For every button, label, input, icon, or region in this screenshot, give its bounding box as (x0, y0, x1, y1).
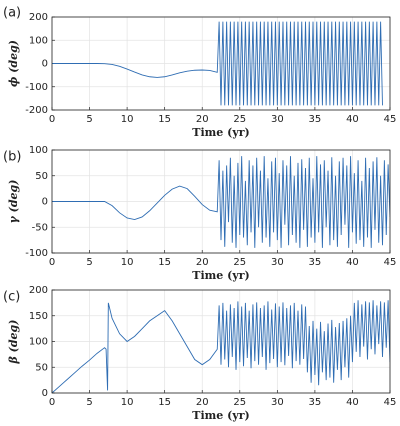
y-tick-label: 0 (42, 388, 48, 399)
x-tick-label: 25 (233, 114, 246, 125)
x-tick-label: 35 (309, 114, 322, 125)
x-tick-label: 40 (346, 114, 359, 125)
x-axis-label: Time (yr) (192, 269, 249, 282)
x-tick-label: 0 (49, 397, 55, 408)
x-tick-label: 25 (233, 397, 246, 408)
x-tick-label: 10 (121, 257, 134, 268)
x-tick-label: 20 (196, 114, 209, 125)
x-tick-label: 20 (196, 397, 209, 408)
x-tick-label: 10 (121, 397, 134, 408)
data-line (52, 156, 390, 248)
y-tick-label: 200 (29, 12, 48, 23)
x-tick-label: 45 (384, 257, 397, 268)
y-tick-label: 0 (42, 59, 48, 70)
y-tick-label: 150 (29, 311, 48, 322)
x-tick-label: 45 (384, 114, 397, 125)
x-tick-label: 40 (346, 397, 359, 408)
x-tick-label: 0 (49, 114, 55, 125)
panel-label: (a) (3, 6, 21, 21)
y-axis-label: ϕ (deg) (7, 40, 20, 87)
data-line (52, 21, 383, 106)
x-tick-label: 10 (121, 114, 134, 125)
x-tick-label: 30 (271, 114, 284, 125)
axes-box (51, 289, 391, 394)
y-tick-label: 50 (35, 171, 48, 182)
x-tick-label: 30 (271, 397, 284, 408)
axes-box (51, 149, 391, 254)
x-tick-label: 35 (309, 397, 322, 408)
panel-label: (c) (3, 290, 20, 305)
y-tick-label: -100 (25, 248, 48, 259)
x-tick-label: 25 (233, 257, 246, 268)
y-tick-label: 100 (29, 337, 48, 348)
y-axis-label: β (deg) (7, 320, 20, 365)
x-tick-label: 15 (158, 397, 171, 408)
x-tick-label: 5 (86, 397, 92, 408)
y-tick-label: 100 (29, 35, 48, 46)
x-tick-label: 40 (346, 257, 359, 268)
x-tick-label: 20 (196, 257, 209, 268)
x-tick-label: 15 (158, 114, 171, 125)
x-tick-label: 5 (86, 114, 92, 125)
data-line (52, 300, 390, 393)
y-axis-label: γ (deg) (7, 180, 20, 224)
y-tick-label: 200 (29, 285, 48, 296)
x-axis-label: Time (yr) (192, 126, 249, 139)
y-tick-label: -100 (25, 82, 48, 93)
x-tick-label: 30 (271, 257, 284, 268)
x-axis-label: Time (yr) (192, 409, 249, 422)
y-tick-label: -50 (32, 222, 48, 233)
y-tick-label: -200 (25, 105, 48, 116)
x-tick-label: 35 (309, 257, 322, 268)
x-tick-label: 0 (49, 257, 55, 268)
x-tick-label: 15 (158, 257, 171, 268)
axes-box (51, 16, 391, 111)
panel-label: (b) (3, 150, 21, 165)
y-tick-label: 50 (35, 362, 48, 373)
y-tick-label: 0 (42, 197, 48, 208)
x-tick-label: 45 (384, 397, 397, 408)
y-tick-label: 100 (29, 145, 48, 156)
x-tick-label: 5 (86, 257, 92, 268)
